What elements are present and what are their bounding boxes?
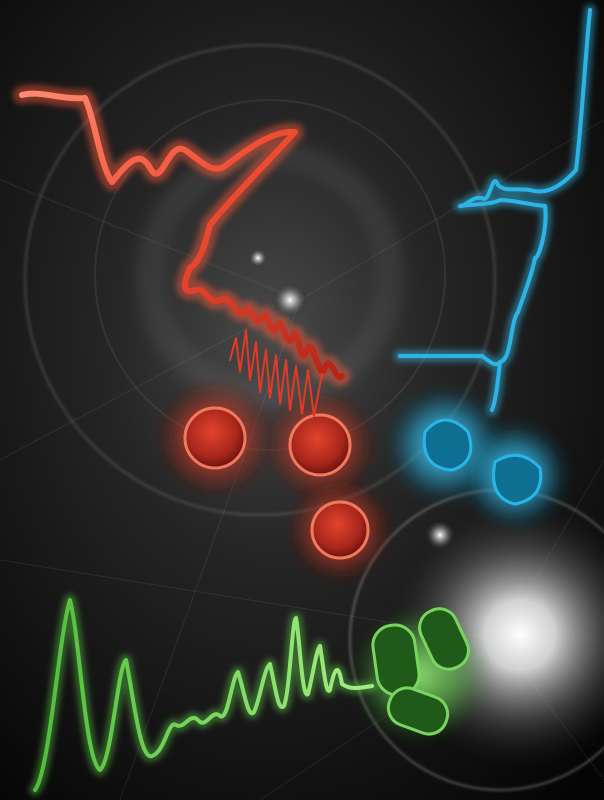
green-spectrum-trace <box>29 594 378 796</box>
small-flare-1 <box>272 282 308 318</box>
blue-spectrum-trace <box>394 4 596 416</box>
blue-particle <box>422 418 473 472</box>
red-particle <box>310 500 370 560</box>
small-flare-3 <box>424 519 456 551</box>
red-particle <box>288 413 352 477</box>
small-flare-2 <box>248 248 268 268</box>
blue-particle <box>492 453 543 506</box>
green-rod-nanoparticles <box>350 605 490 745</box>
green-particle <box>386 686 450 736</box>
red-spherical-nanoparticles <box>157 380 392 582</box>
green-particle <box>418 607 470 671</box>
red-particle <box>183 406 247 470</box>
red-spectrum-trace <box>13 84 351 417</box>
blue-triangular-nanoparticles <box>385 385 570 530</box>
